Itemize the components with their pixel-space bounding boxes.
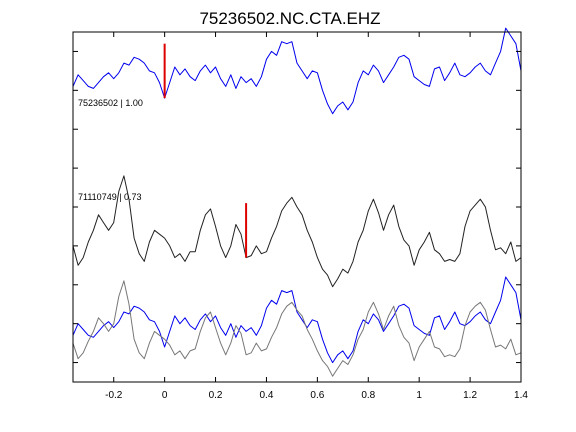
x-tick-label: -0.2 xyxy=(105,390,123,401)
x-tick-label: 1 xyxy=(416,390,422,401)
x-tick-label: 0.6 xyxy=(310,390,324,401)
trace-reference-overlay xyxy=(72,276,522,364)
y-ticks xyxy=(73,50,521,364)
x-tick-label: 0.4 xyxy=(260,390,274,401)
x-tick-label: 1.2 xyxy=(463,390,477,401)
x-ticks: -0.2 0 0.2 0.4 0.6 0.8 1 1.2 1.4 xyxy=(105,32,528,401)
x-tick-label: 0 xyxy=(162,390,168,401)
x-tick-label: 1.4 xyxy=(514,390,528,401)
plot-area: -0.2 0 0.2 0.4 0.6 0.8 1 1.2 1.4 xyxy=(72,27,528,401)
trace-comparison xyxy=(72,175,522,288)
trace-reference xyxy=(72,27,522,115)
chart-title: 75236502.NC.CTA.EHZ xyxy=(199,9,380,28)
x-tick-label: 0.2 xyxy=(209,390,223,401)
x-tick-label: 0.8 xyxy=(361,390,375,401)
traces-layer xyxy=(72,27,522,377)
picks-layer xyxy=(163,43,248,258)
trace-comparison-overlay xyxy=(72,280,522,377)
trace-label-reference: 75236502 | 1.00 xyxy=(78,98,143,108)
trace-label-comparison: 71110749 | 0.73 xyxy=(78,192,142,202)
